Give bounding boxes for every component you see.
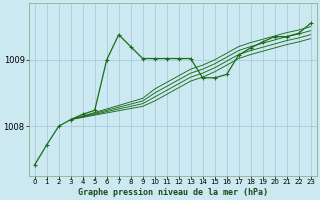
X-axis label: Graphe pression niveau de la mer (hPa): Graphe pression niveau de la mer (hPa) [78,188,268,197]
